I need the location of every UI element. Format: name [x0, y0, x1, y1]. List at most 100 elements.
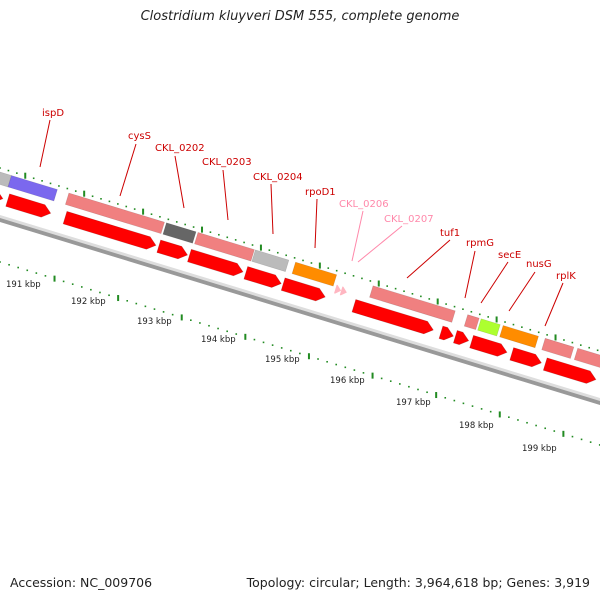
minor-tick	[453, 399, 456, 402]
minor-tick	[462, 402, 465, 405]
gene-arrow-left-1[interactable]	[0, 185, 4, 202]
gene-label-sece[interactable]: secE	[498, 250, 521, 261]
gene-box-right[interactable]	[573, 347, 600, 374]
minor-tick	[480, 408, 483, 410]
gene-label-ckl_0202[interactable]: CKL_0202	[155, 143, 205, 154]
gene-label-nusg[interactable]: nusG	[526, 259, 552, 270]
minor-tick	[16, 172, 18, 174]
major-tick	[142, 208, 145, 215]
gene-arrow-7[interactable]	[438, 325, 454, 341]
gene-arrow-5[interactable]	[280, 277, 326, 302]
gene-box-tuf1[interactable]	[369, 285, 456, 323]
minor-tick	[217, 327, 219, 330]
gene-label-rplk[interactable]: rplK	[556, 271, 576, 282]
gene-label-rpmg[interactable]: rpmG	[466, 238, 494, 249]
minor-tick	[226, 236, 229, 239]
gene-arrow-cysS[interactable]	[62, 211, 157, 250]
minor-tick	[80, 286, 83, 288]
major-tick	[318, 262, 321, 269]
minor-tick	[361, 277, 363, 280]
kbp-label: 193 kbp	[137, 317, 172, 327]
gene-box-secE[interactable]	[477, 318, 501, 337]
gene-box-rpmG[interactable]	[463, 314, 480, 331]
minor-tick	[49, 182, 52, 185]
gene-box-rpoD1[interactable]	[291, 261, 338, 287]
gene-label-ckl_0203[interactable]: CKL_0203	[202, 157, 252, 168]
minor-tick	[90, 288, 92, 291]
minor-tick	[133, 208, 136, 210]
gene-arrow-4[interactable]	[243, 266, 282, 288]
gene-arrow-left-2[interactable]	[5, 193, 52, 218]
minor-tick	[150, 213, 153, 216]
gene-arrow-11[interactable]	[542, 357, 597, 384]
minor-tick	[58, 185, 60, 187]
gene-label-rpod1[interactable]: rpoD1	[305, 187, 336, 198]
label-leader-line	[270, 183, 274, 235]
minor-tick	[517, 419, 519, 421]
gene-arrow-2[interactable]	[156, 239, 188, 260]
minor-tick	[268, 249, 271, 251]
minor-tick	[352, 275, 355, 277]
gene-arrow-8[interactable]	[453, 330, 470, 345]
minor-tick	[526, 421, 528, 424]
minor-tick	[535, 424, 537, 427]
minor-tick	[344, 272, 346, 275]
kbp-label: 194 kbp	[201, 335, 236, 345]
major-tick	[83, 190, 86, 197]
minor-tick	[310, 262, 313, 264]
gene-labels: ispDcysSCKL_0202CKL_0203CKL_0204rpoD1CKL…	[39, 108, 576, 327]
gene-box-nusG[interactable]	[499, 325, 539, 349]
gene-label-ckl_0207[interactable]: CKL_0207	[384, 214, 434, 225]
minor-tick	[317, 358, 319, 360]
minor-tick	[353, 369, 356, 371]
gene-label-ispd[interactable]: ispD	[42, 108, 64, 119]
minor-tick	[462, 308, 464, 310]
gene-features[interactable]	[0, 171, 600, 384]
minor-tick	[546, 334, 548, 336]
minor-tick	[571, 435, 574, 438]
gene-box-CKL_0203[interactable]	[194, 232, 255, 262]
gene-label-tuf1[interactable]: tuf1	[440, 228, 460, 239]
gene-label-cyss[interactable]: cysS	[128, 131, 151, 142]
major-tick	[498, 411, 501, 418]
label-leader-line	[357, 225, 403, 263]
minor-tick	[17, 266, 19, 269]
minor-tick	[226, 330, 228, 333]
gene-box-rplK[interactable]	[541, 337, 575, 359]
minor-tick	[184, 223, 186, 226]
gene-arrow-tuf1[interactable]	[351, 299, 434, 335]
minor-tick	[598, 444, 600, 446]
minor-tick	[243, 241, 245, 244]
gene-label-ckl_0206[interactable]: CKL_0206	[339, 199, 389, 210]
label-leader-line	[406, 239, 451, 279]
gene-box-CKL_0204[interactable]	[251, 249, 290, 272]
gene-box-ispD[interactable]	[7, 175, 58, 202]
gene-arrow-CKL_0207[interactable]	[339, 286, 347, 296]
minor-tick	[362, 372, 365, 374]
minor-tick	[394, 287, 397, 290]
label-leader-line	[174, 155, 185, 209]
minor-tick	[100, 198, 102, 200]
gene-arrow-3[interactable]	[187, 248, 244, 277]
gene-box-cysS[interactable]	[64, 192, 165, 235]
kbp-label: 195 kbp	[265, 355, 300, 365]
gene-label-ckl_0204[interactable]: CKL_0204	[253, 172, 303, 183]
minor-tick	[135, 302, 138, 305]
kbp-label: 192 kbp	[71, 297, 106, 307]
minor-tick	[408, 385, 410, 388]
map-title: Clostridium kluyveri DSM 555, complete g…	[140, 9, 460, 24]
minor-tick	[167, 218, 170, 221]
gene-arrow-CKL_0206[interactable]	[334, 284, 342, 294]
gene-arrow-10[interactable]	[509, 347, 542, 368]
gene-arrow-9[interactable]	[469, 335, 508, 357]
minor-tick	[478, 313, 481, 316]
minor-tick	[251, 244, 254, 246]
kbp-label: 197 kbp	[396, 398, 431, 408]
major-tick	[259, 244, 262, 251]
label-leader-line	[39, 119, 51, 168]
minor-tick	[589, 441, 592, 443]
minor-tick	[553, 430, 556, 432]
gene-box-CKL_0202[interactable]	[162, 222, 197, 244]
minor-tick	[326, 360, 328, 363]
